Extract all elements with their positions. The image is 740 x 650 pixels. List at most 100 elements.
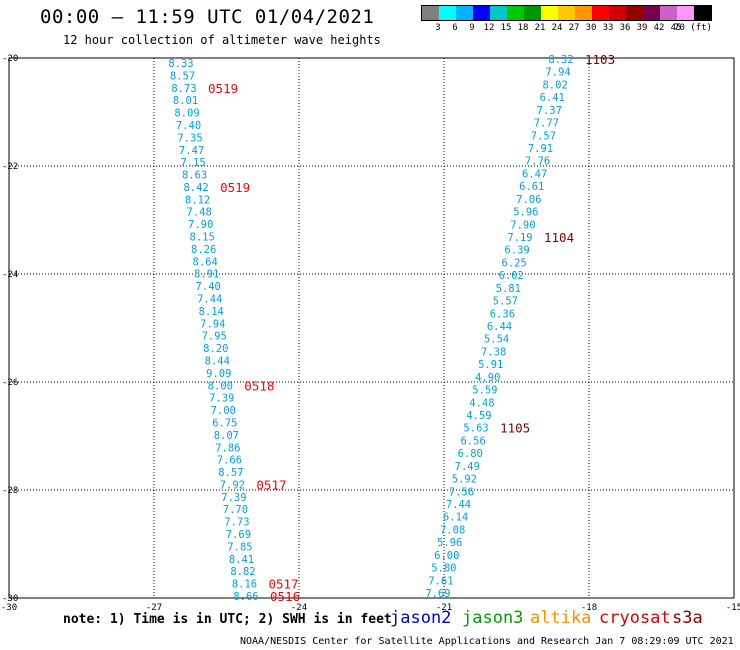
track-right-value: 7.49 <box>455 461 480 473</box>
legend-swatch <box>626 6 643 20</box>
track-left-value: 8.63 <box>182 170 207 182</box>
track-right-value: 6.56 <box>460 435 485 447</box>
track-right-value: 7.06 <box>516 194 541 206</box>
track-right-value: 6.44 <box>487 321 512 333</box>
satellite-cryosat: cryosat <box>599 608 671 628</box>
y-tick-label: -26 <box>2 378 18 388</box>
track-left-time-label: 0516 <box>270 589 300 604</box>
y-tick-label: -30 <box>2 594 18 604</box>
legend-labels: 3 6 9 12 15 18 21 24 27 30 33 36 39 42 45 70 (ft) <box>421 21 712 35</box>
page-subtitle: 12 hour collection of altimeter wave hei… <box>63 33 381 47</box>
track-right-value: 7.19 <box>507 232 532 244</box>
track-right-value: 7.57 <box>531 130 556 142</box>
track-left-value: 7.47 <box>179 145 204 157</box>
track-left-value: 7.73 <box>224 517 249 529</box>
track-left-value: 8.20 <box>203 343 228 355</box>
track-left-value: 8.16 <box>232 579 257 591</box>
legend-label: 21 <box>534 23 546 33</box>
track-right-value: 5.63 <box>463 423 488 435</box>
satellite-jason3: jason3 <box>462 608 524 628</box>
track-left-value: 8.09 <box>174 108 199 120</box>
track-left-value: 7.66 <box>217 455 242 467</box>
track-left-value: 7.40 <box>196 281 221 293</box>
legend-label: 70 (ft) <box>674 23 712 33</box>
track-right-value: 5.81 <box>496 283 521 295</box>
y-tick-label: -24 <box>2 270 18 280</box>
track-right-value: 4.48 <box>469 397 494 409</box>
legend-label: 30 <box>585 23 597 33</box>
track-right-value: 6.25 <box>501 257 526 269</box>
track-right-value: 5.54 <box>484 334 509 346</box>
track-left-time-label: 0519 <box>208 81 238 96</box>
track-right-value: 7.61 <box>428 575 453 587</box>
track-left-value: 8.01 <box>173 95 198 107</box>
legend-swatch <box>507 6 524 20</box>
track-left-value: 7.92 <box>220 479 245 491</box>
track-left-value: 8.41 <box>229 554 254 566</box>
x-tick-label: -18 <box>581 603 597 613</box>
legend-label: 45 <box>670 23 682 33</box>
track-right-value: 7.56 <box>449 486 474 498</box>
track-left-value: 7.70 <box>223 504 248 516</box>
track-right-value: 7.90 <box>510 219 535 231</box>
track-left-value: 8.91 <box>194 269 219 281</box>
track-left-value: 8.57 <box>218 467 243 479</box>
x-tick-label: -15 <box>726 603 740 613</box>
track-right-value: 5.96 <box>437 537 462 549</box>
track-left-value: 7.86 <box>215 442 240 454</box>
track-left-value: 7.39 <box>221 492 246 504</box>
track-left-value: 8.07 <box>214 430 239 442</box>
track-left-value: 7.94 <box>200 318 225 330</box>
legend-swatch <box>575 6 592 20</box>
track-left-value: 9.09 <box>206 368 231 380</box>
track-left-value: 8.12 <box>185 194 210 206</box>
track-right-time-label: 1103 <box>585 52 615 67</box>
track-right-value: 5.57 <box>493 296 518 308</box>
track-left-value: 8.33 <box>168 58 193 70</box>
legend-label: 9 <box>469 23 475 33</box>
legend-label: 6 <box>452 23 458 33</box>
track-right-value: 8.02 <box>542 79 567 91</box>
legend-swatch <box>524 6 541 20</box>
track-right-value: 7.44 <box>446 499 471 511</box>
track-left-value: 7.39 <box>209 393 234 405</box>
track-right-value: 7.76 <box>525 156 550 168</box>
track-left-time-label: 0517 <box>256 477 286 492</box>
footnote: note: 1) Time is in UTC; 2) SWH is in fe… <box>63 612 392 627</box>
track-right-value: 7.38 <box>481 346 506 358</box>
legend-label: 24 <box>551 23 563 33</box>
track-left-value: 8.14 <box>199 306 224 318</box>
legend-swatch <box>660 6 677 20</box>
credit-line: NOAA/NESDIS Center for Satellite Applica… <box>240 636 734 647</box>
track-left-time-label: 0517 <box>268 577 298 592</box>
x-tick-label: -27 <box>146 603 162 613</box>
x-tick-label: -21 <box>436 603 452 613</box>
legend-label: 42 <box>653 23 665 33</box>
track-left-value: 8.44 <box>205 355 230 367</box>
track-left-value: 7.15 <box>180 157 205 169</box>
legend-swatch <box>456 6 473 20</box>
track-right-value: 4.59 <box>466 410 491 422</box>
legend-swatches <box>421 5 712 21</box>
track-right-value: 7.69 <box>425 588 450 600</box>
track-right-value: 6.14 <box>443 512 468 524</box>
legend-swatch <box>694 6 711 20</box>
legend-swatch <box>643 6 660 20</box>
track-right-value: 5.80 <box>431 563 456 575</box>
track-right-time-label: 1105 <box>500 421 530 436</box>
track-left-time-label: 0519 <box>220 180 250 195</box>
track-right-value: 7.77 <box>534 118 559 130</box>
track-left-value: 8.82 <box>230 566 255 578</box>
track-right-value: 5.59 <box>472 385 497 397</box>
track-left-value: 7.44 <box>197 294 222 306</box>
page-title: 00:00 – 11:59 UTC 01/04/2021 <box>40 6 375 28</box>
x-tick-label: -30 <box>1 603 17 613</box>
track-right-value: 4.90 <box>475 372 500 384</box>
track-right-value: 7.94 <box>545 67 570 79</box>
track-left-value: 7.90 <box>188 219 213 231</box>
legend-swatch <box>677 6 694 20</box>
track-right-value: 6.02 <box>499 270 524 282</box>
track-right-value: 5.96 <box>513 207 538 219</box>
track-left-value: 7.95 <box>202 331 227 343</box>
